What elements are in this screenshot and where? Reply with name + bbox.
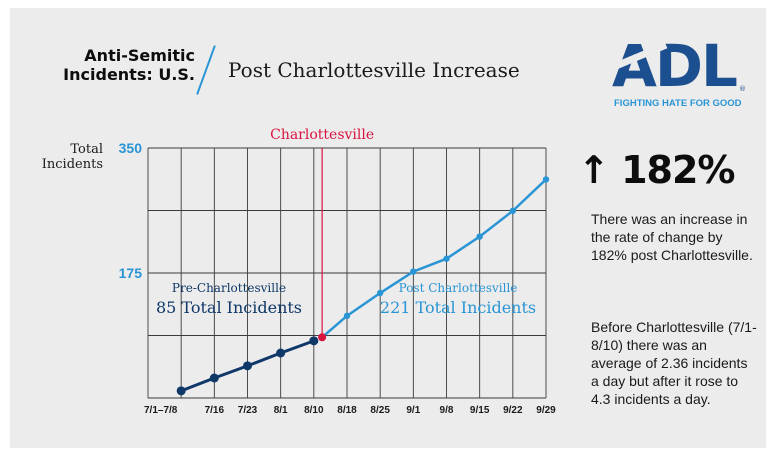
increase-summary: There was an increase in the rate of cha… xyxy=(591,211,753,263)
infographic-panel xyxy=(10,8,766,448)
title-line-2: Incidents: U.S. xyxy=(63,65,195,84)
adl-logo: ADL FIGHTING HATE FOR GOOD ® xyxy=(604,32,746,109)
page-subtitle: Post Charlottesville Increase xyxy=(228,58,520,82)
logo-text: ADL xyxy=(612,32,737,100)
series-total-pre: 85 Total Incidents xyxy=(156,298,302,317)
logo-slash xyxy=(604,41,668,75)
x-tick-label: 7/1–7/8 xyxy=(144,405,178,416)
data-point xyxy=(176,386,186,396)
data-point xyxy=(209,373,219,383)
data-point xyxy=(476,233,483,240)
event-marker-label: Charlottesville xyxy=(270,127,374,143)
data-point xyxy=(318,333,327,342)
data-point xyxy=(509,207,517,215)
data-point xyxy=(410,268,417,275)
registered-mark: ® xyxy=(739,85,746,93)
x-tick-label: 9/15 xyxy=(470,405,490,416)
data-point xyxy=(376,289,384,297)
data-point xyxy=(243,361,252,371)
series-name-post: Post Charlottesville xyxy=(399,281,518,295)
data-point xyxy=(276,348,286,358)
y-axis-label-line-1: Total xyxy=(70,142,103,157)
data-point xyxy=(343,312,351,320)
page-title: Anti-Semitic Incidents: U.S. xyxy=(55,46,195,84)
series-total-post: 221 Total Incidents xyxy=(380,298,536,317)
logo-tagline: FIGHTING HATE FOR GOOD xyxy=(614,98,742,109)
x-tick-label: 7/23 xyxy=(238,405,258,416)
data-point xyxy=(309,336,319,346)
x-tick-label: 9/8 xyxy=(440,405,454,416)
x-tick-label: 7/16 xyxy=(205,405,225,416)
x-tick-label: 8/18 xyxy=(337,405,357,416)
y-tick-label: 350 xyxy=(119,140,143,156)
series-line xyxy=(321,178,547,339)
title-line-1: Anti-Semitic xyxy=(84,46,195,65)
x-tick-label: 8/1 xyxy=(274,405,288,416)
data-point xyxy=(443,255,450,262)
x-tick-label: 9/1 xyxy=(406,405,420,416)
daily-average-note: Before Charlottesville (7/1-8/10) there … xyxy=(591,319,757,407)
x-tick-label: 8/10 xyxy=(304,405,324,416)
y-axis-label-line-2: Incidents xyxy=(42,157,103,172)
increase-headline: ↑ 182% xyxy=(578,148,735,192)
series-name-pre: Pre-Charlottesville xyxy=(172,281,286,295)
y-tick-label: 175 xyxy=(119,265,143,281)
x-tick-label: 8/25 xyxy=(370,405,390,416)
data-point xyxy=(542,176,550,183)
x-tick-label: 9/22 xyxy=(503,405,523,416)
x-tick-label: 9/29 xyxy=(536,405,556,416)
